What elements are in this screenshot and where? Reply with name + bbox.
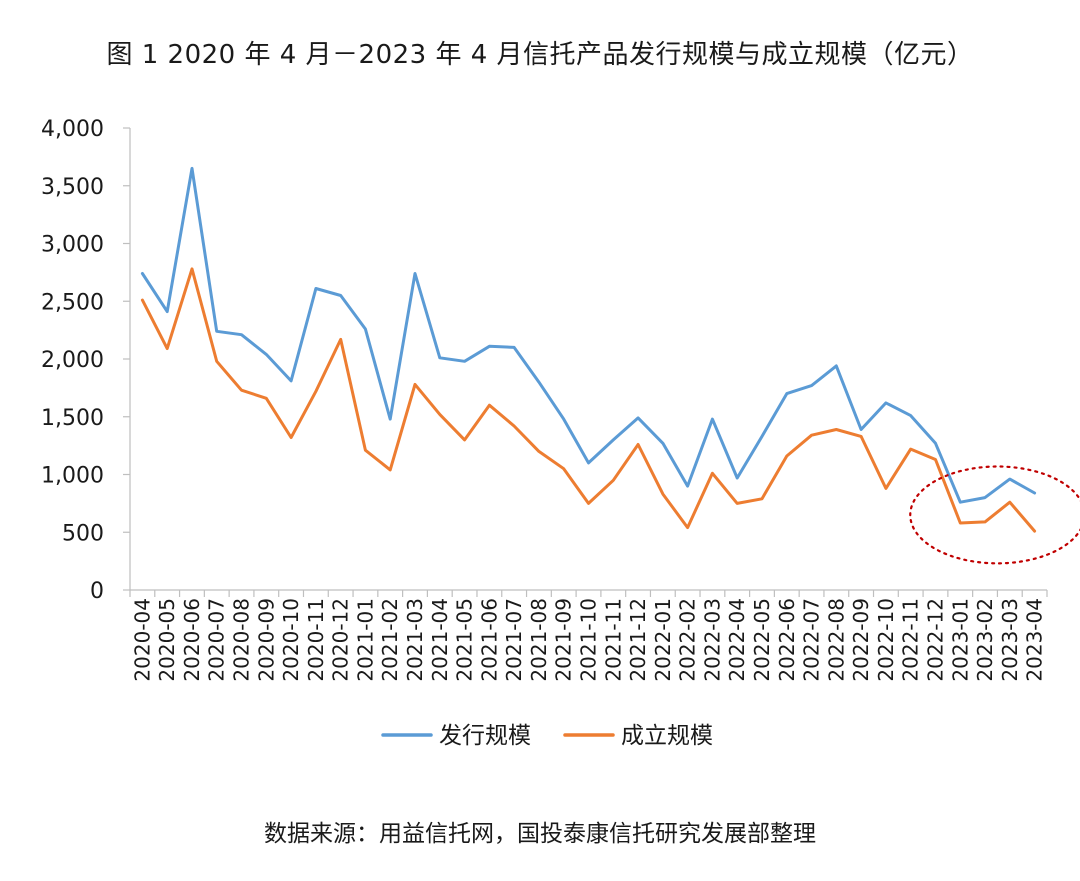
y-tick-label: 2,000 — [41, 348, 104, 373]
y-tick-label: 3,000 — [41, 233, 104, 258]
x-tick-label: 2021-11 — [601, 598, 625, 682]
x-tick-label: 2023-01 — [948, 598, 972, 682]
x-tick-label: 2021-09 — [552, 598, 576, 682]
x-tick-label: 2022-12 — [923, 598, 947, 682]
x-tick-label: 2020-11 — [304, 598, 328, 682]
x-tick-label: 2020-12 — [329, 598, 353, 682]
data-source-note: 数据来源：用益信托网，国投泰康信托研究发展部整理 — [264, 821, 816, 847]
x-tick-label: 2021-04 — [428, 598, 452, 682]
x-tick-label: 2021-12 — [626, 598, 650, 682]
x-tick-label: 2023-02 — [973, 598, 997, 682]
x-tick-label: 2021-05 — [453, 598, 477, 682]
x-tick-label: 2022-03 — [700, 598, 724, 682]
x-tick-label: 2021-08 — [527, 598, 551, 682]
y-tick-label: 0 — [90, 579, 104, 604]
y-tick-label: 3,500 — [41, 175, 104, 200]
x-tick-label: 2020-08 — [230, 598, 254, 682]
legend-label: 成立规模 — [621, 723, 713, 749]
x-tick-label: 2022-09 — [849, 598, 873, 682]
x-tick-label: 2020-04 — [130, 598, 154, 682]
y-tick-label: 4,000 — [41, 117, 104, 142]
x-tick-label: 2022-07 — [800, 598, 824, 682]
x-tick-label: 2021-07 — [502, 598, 526, 682]
x-tick-label: 2020-10 — [279, 598, 303, 682]
legend-label: 发行规模 — [439, 723, 531, 749]
x-axis: 2020-04 2020-05 2020-06 2020-07 2020-08 2020-… — [129, 589, 1048, 682]
x-tick-label: 2022-06 — [775, 598, 799, 682]
x-tick-label: 2021-06 — [477, 598, 501, 682]
x-tick-label: 2021-01 — [353, 598, 377, 682]
series-line-issuance — [140, 166, 1037, 504]
y-tick-label: 500 — [62, 521, 104, 546]
x-tick-label: 2022-11 — [899, 598, 923, 682]
legend: 发行规模 成立规模 — [381, 723, 713, 749]
highlight-annotation — [909, 465, 1080, 565]
y-tick-label: 2,500 — [41, 290, 104, 315]
series-line-established — [140, 267, 1037, 533]
x-tick-label: 2020-07 — [205, 598, 229, 682]
highlight-ellipse — [909, 465, 1080, 565]
y-axis: 0 500 1,000 1,500 2,000 2,500 3,000 3,500 4,000 — [41, 117, 131, 604]
x-tick-label: 2023-03 — [998, 598, 1022, 682]
x-tick-label: 2020-05 — [155, 598, 179, 682]
x-tick-label: 2023-04 — [1023, 598, 1047, 682]
x-tick-label: 2021-03 — [403, 598, 427, 682]
chart-title: 图 1 2020 年 4 月－2023 年 4 月信托产品发行规模与成立规模（亿… — [106, 40, 974, 70]
x-tick-label: 2020-06 — [180, 598, 204, 682]
x-tick-label: 2022-05 — [750, 598, 774, 682]
x-tick-label: 2021-10 — [577, 598, 601, 682]
x-tick-label: 2020-09 — [254, 598, 278, 682]
series-lines — [140, 166, 1037, 533]
x-tick-label: 2022-08 — [824, 598, 848, 682]
x-tick-label: 2021-02 — [378, 598, 402, 682]
x-tick-label: 2022-10 — [874, 598, 898, 682]
y-tick-label: 1,500 — [41, 406, 104, 431]
x-tick-label: 2022-02 — [676, 598, 700, 682]
x-tick-label: 2022-04 — [725, 598, 749, 682]
y-tick-label: 1,000 — [41, 464, 104, 489]
x-tick-label: 2022-01 — [651, 598, 675, 682]
